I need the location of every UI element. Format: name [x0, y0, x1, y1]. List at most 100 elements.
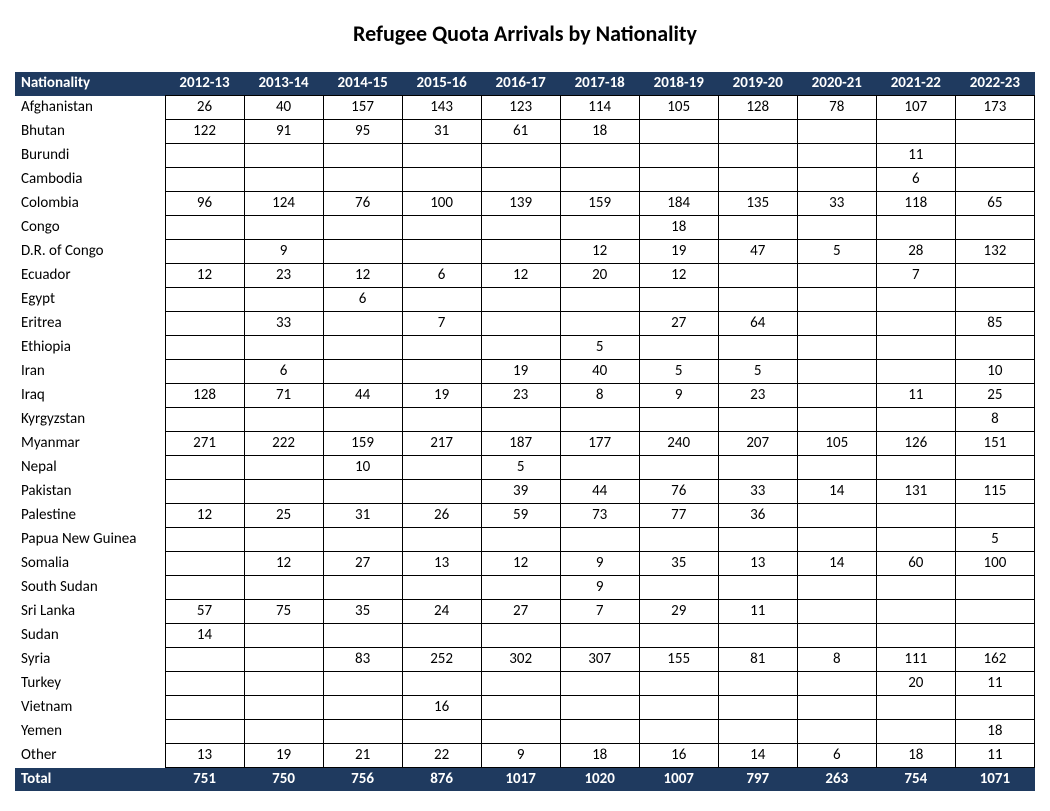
- value-cell: [955, 288, 1034, 312]
- value-cell: [323, 240, 402, 264]
- value-cell: [955, 336, 1034, 360]
- value-cell: [402, 624, 481, 648]
- value-cell: 83: [323, 648, 402, 672]
- value-cell: [955, 600, 1034, 624]
- table-body: Afghanistan26401571431231141051287810717…: [15, 96, 1035, 768]
- value-cell: 36: [718, 504, 797, 528]
- value-cell: [955, 144, 1034, 168]
- value-cell: [797, 576, 876, 600]
- value-cell: 81: [718, 648, 797, 672]
- value-cell: [718, 696, 797, 720]
- value-cell: [481, 696, 560, 720]
- nationality-cell: Pakistan: [15, 480, 165, 504]
- value-cell: [955, 216, 1034, 240]
- value-cell: 107: [876, 96, 955, 120]
- value-cell: 159: [560, 192, 639, 216]
- value-cell: [244, 480, 323, 504]
- value-cell: [639, 168, 718, 192]
- value-cell: [323, 576, 402, 600]
- value-cell: [165, 288, 244, 312]
- total-cell: 1020: [560, 768, 639, 792]
- value-cell: [402, 408, 481, 432]
- value-cell: 75: [244, 600, 323, 624]
- value-cell: [560, 408, 639, 432]
- value-cell: 14: [718, 744, 797, 768]
- value-cell: [718, 408, 797, 432]
- value-cell: [244, 216, 323, 240]
- value-cell: [639, 408, 718, 432]
- value-cell: 157: [323, 96, 402, 120]
- table-row: Other13192122918161461811: [15, 744, 1035, 768]
- value-cell: 18: [560, 120, 639, 144]
- value-cell: [560, 624, 639, 648]
- table-row: Sudan14: [15, 624, 1035, 648]
- value-cell: [876, 120, 955, 144]
- value-cell: [560, 216, 639, 240]
- value-cell: 96: [165, 192, 244, 216]
- value-cell: 13: [165, 744, 244, 768]
- value-cell: 131: [876, 480, 955, 504]
- nationality-cell: Myanmar: [15, 432, 165, 456]
- total-cell: 754: [876, 768, 955, 792]
- value-cell: [323, 336, 402, 360]
- value-cell: 14: [797, 480, 876, 504]
- value-cell: 71: [244, 384, 323, 408]
- value-cell: [165, 672, 244, 696]
- value-cell: [639, 336, 718, 360]
- value-cell: 132: [955, 240, 1034, 264]
- value-cell: [718, 720, 797, 744]
- col-year: 2022-23: [955, 72, 1034, 96]
- value-cell: 184: [639, 192, 718, 216]
- value-cell: [323, 144, 402, 168]
- table-row: Colombia96124761001391591841353311865: [15, 192, 1035, 216]
- col-year: 2016-17: [481, 72, 560, 96]
- value-cell: [876, 576, 955, 600]
- value-cell: 105: [639, 96, 718, 120]
- value-cell: 5: [718, 360, 797, 384]
- value-cell: 6: [323, 288, 402, 312]
- value-cell: [560, 168, 639, 192]
- nationality-cell: Bhutan: [15, 120, 165, 144]
- value-cell: [639, 456, 718, 480]
- value-cell: [481, 576, 560, 600]
- value-cell: 76: [639, 480, 718, 504]
- value-cell: 126: [876, 432, 955, 456]
- value-cell: [244, 696, 323, 720]
- col-year: 2019-20: [718, 72, 797, 96]
- value-cell: [797, 168, 876, 192]
- col-year: 2018-19: [639, 72, 718, 96]
- value-cell: 24: [402, 600, 481, 624]
- value-cell: 302: [481, 648, 560, 672]
- nationality-cell: Somalia: [15, 552, 165, 576]
- value-cell: [165, 576, 244, 600]
- page-title: Refugee Quota Arrivals by Nationality: [15, 20, 1035, 47]
- value-cell: [323, 696, 402, 720]
- table-row: Vietnam16: [15, 696, 1035, 720]
- value-cell: [481, 720, 560, 744]
- value-cell: [876, 336, 955, 360]
- value-cell: [797, 288, 876, 312]
- value-cell: 105: [797, 432, 876, 456]
- value-cell: 159: [323, 432, 402, 456]
- value-cell: [402, 216, 481, 240]
- value-cell: [560, 288, 639, 312]
- nationality-cell: Egypt: [15, 288, 165, 312]
- value-cell: [718, 216, 797, 240]
- value-cell: [797, 672, 876, 696]
- table-row: Iraq1287144192389231125: [15, 384, 1035, 408]
- nationality-cell: Iraq: [15, 384, 165, 408]
- value-cell: 18: [560, 744, 639, 768]
- table-row: Turkey2011: [15, 672, 1035, 696]
- value-cell: 12: [639, 264, 718, 288]
- value-cell: 44: [323, 384, 402, 408]
- value-cell: 31: [323, 504, 402, 528]
- total-cell: 797: [718, 768, 797, 792]
- value-cell: [797, 384, 876, 408]
- value-cell: 25: [955, 384, 1034, 408]
- value-cell: [718, 456, 797, 480]
- value-cell: [244, 336, 323, 360]
- value-cell: 23: [718, 384, 797, 408]
- value-cell: [797, 360, 876, 384]
- value-cell: [244, 144, 323, 168]
- value-cell: [876, 696, 955, 720]
